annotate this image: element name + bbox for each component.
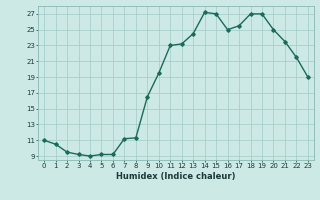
X-axis label: Humidex (Indice chaleur): Humidex (Indice chaleur) (116, 172, 236, 181)
